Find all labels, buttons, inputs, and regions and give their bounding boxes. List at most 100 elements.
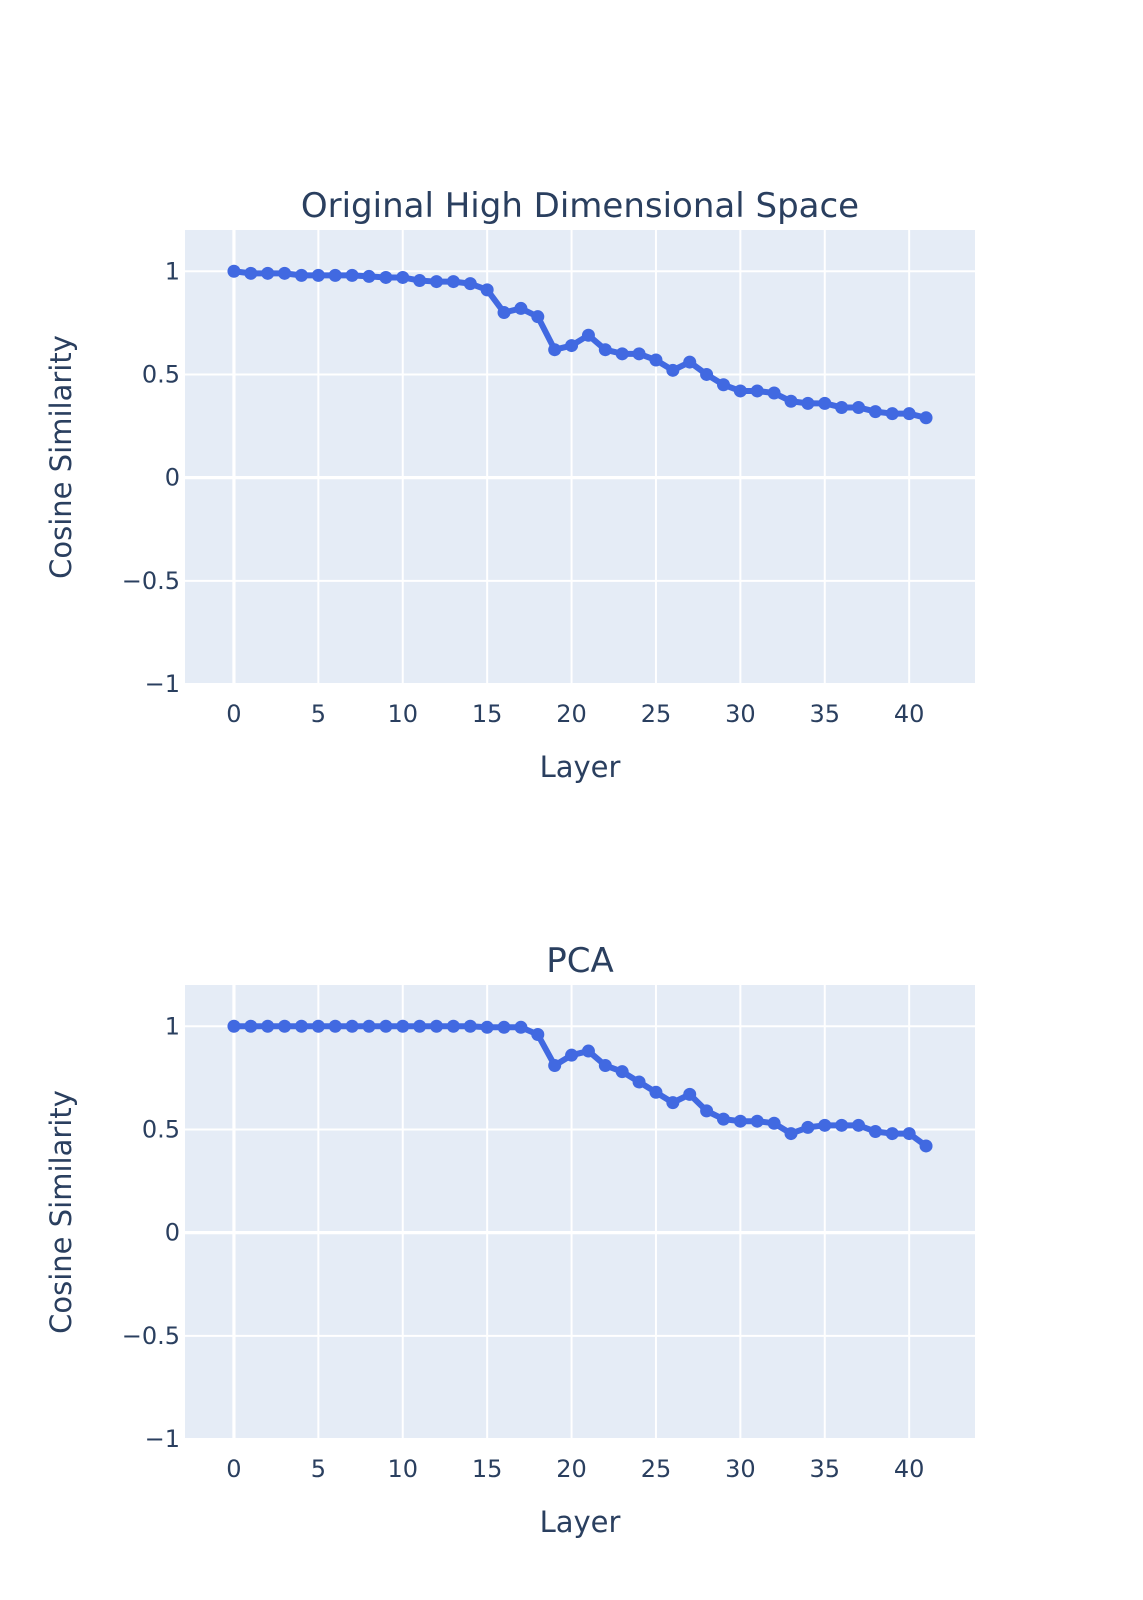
data-point[interactable] [261,1019,275,1033]
x-tick-label: 5 [311,700,326,728]
data-point[interactable] [548,1058,562,1072]
data-point[interactable] [531,310,545,324]
data-point[interactable] [733,1114,747,1128]
data-point[interactable] [446,1019,460,1033]
data-point[interactable] [649,353,663,367]
data-point[interactable] [396,270,410,284]
data-point[interactable] [480,283,494,297]
data-point[interactable] [666,1096,680,1110]
data-point[interactable] [615,1065,629,1079]
data-point[interactable] [852,1118,866,1132]
data-point[interactable] [480,1020,494,1034]
data-point[interactable] [345,1019,359,1033]
data-point[interactable] [446,275,460,289]
data-point[interactable] [379,1019,393,1033]
data-point[interactable] [565,339,579,353]
data-point[interactable] [328,268,342,282]
data-point[interactable] [581,328,595,342]
data-point[interactable] [261,266,275,280]
data-point[interactable] [767,1116,781,1130]
data-point[interactable] [565,1048,579,1062]
data-point[interactable] [683,1087,697,1101]
data-point[interactable] [716,378,730,392]
data-point[interactable] [902,1127,916,1141]
data-point[interactable] [784,394,798,408]
data-point[interactable] [801,1120,815,1134]
data-point[interactable] [413,274,427,288]
data-point[interactable] [733,384,747,398]
data-point[interactable] [362,1019,376,1033]
x-axis-title-1: Layer [540,750,621,784]
data-point[interactable] [868,405,882,419]
data-point[interactable] [548,343,562,357]
x-tick-label: 10 [387,700,418,728]
data-point[interactable] [227,264,241,278]
data-point[interactable] [716,1112,730,1126]
data-point[interactable] [598,1058,612,1072]
data-point[interactable] [868,1125,882,1139]
data-point[interactable] [632,347,646,361]
data-point[interactable] [244,266,258,280]
y-tick-label: −0.5 [122,1322,180,1350]
data-point[interactable] [784,1127,798,1141]
data-point[interactable] [666,363,680,377]
data-point[interactable] [683,355,697,369]
data-point[interactable] [531,1028,545,1042]
data-point[interactable] [497,306,511,320]
data-point[interactable] [311,268,325,282]
data-point[interactable] [362,269,376,283]
y-tick-labels-1: 1 0.5 0 −0.5 −1 [122,257,180,698]
data-point[interactable] [328,1019,342,1033]
data-point[interactable] [227,1019,241,1033]
data-point[interactable] [835,1118,849,1132]
data-point[interactable] [750,384,764,398]
x-tick-label: 5 [311,1455,326,1483]
data-point[interactable] [278,266,292,280]
x-tick-label: 25 [641,1455,672,1483]
data-point[interactable] [311,1019,325,1033]
x-tick-label: 20 [556,700,587,728]
data-point[interactable] [463,1019,477,1033]
data-point[interactable] [430,1019,444,1033]
data-point[interactable] [294,1019,308,1033]
data-point[interactable] [767,386,781,400]
chart-pca: PCA 0 5 10 15 20 25 30 35 40 1 0.5 0 −0.5 −1 Layer C… [44,941,975,1539]
grid-1 [185,230,975,685]
data-point[interactable] [497,1020,511,1034]
data-point[interactable] [244,1019,258,1033]
data-point[interactable] [835,400,849,414]
data-point[interactable] [278,1019,292,1033]
data-point[interactable] [396,1019,410,1033]
data-point[interactable] [649,1085,663,1099]
data-point[interactable] [885,1127,899,1141]
data-point[interactable] [598,343,612,357]
plot-area-2 [185,985,975,1439]
y-axis-title-2: Cosine Similarity [44,1090,78,1334]
data-point[interactable] [852,400,866,414]
data-point[interactable] [294,268,308,282]
data-point[interactable] [430,275,444,289]
data-point[interactable] [885,407,899,421]
data-point[interactable] [750,1114,764,1128]
data-point[interactable] [632,1075,646,1089]
grid-2 [185,985,975,1440]
data-point[interactable] [700,367,714,381]
data-point[interactable] [379,270,393,284]
data-point[interactable] [463,277,477,291]
y-tick-label: 0 [165,464,180,492]
data-point[interactable] [615,347,629,361]
data-point[interactable] [902,407,916,421]
data-point[interactable] [514,301,528,315]
data-point[interactable] [345,268,359,282]
data-point[interactable] [919,411,933,425]
data-point[interactable] [818,1118,832,1132]
data-point[interactable] [581,1044,595,1058]
data-point[interactable] [700,1104,714,1118]
chart-title-2: PCA [546,941,614,981]
data-point[interactable] [919,1139,933,1153]
data-point[interactable] [514,1020,528,1034]
x-tick-label: 30 [725,1455,756,1483]
data-point[interactable] [413,1019,427,1033]
data-point[interactable] [818,396,832,410]
data-point[interactable] [801,396,815,410]
